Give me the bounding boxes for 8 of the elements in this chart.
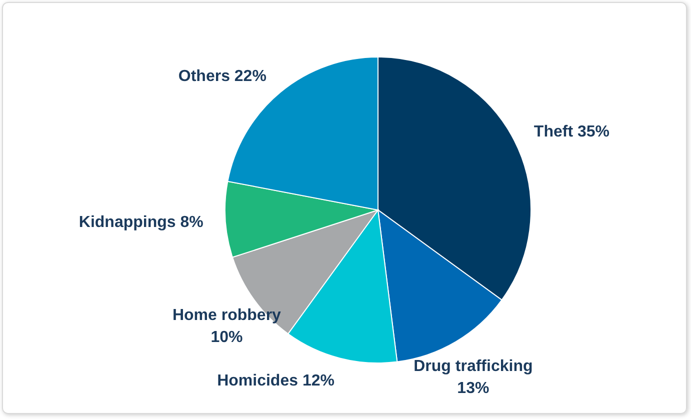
slice-label: Home robbery <box>172 306 282 324</box>
slice-label: Kidnappings 8% <box>78 214 204 231</box>
data-label: 13% <box>457 380 490 397</box>
slice-label: Drug trafficking <box>414 358 533 375</box>
slice-label: Theft 35% <box>534 124 610 141</box>
slice-label: Others 22% <box>178 68 266 86</box>
data-label: 10% <box>210 328 243 346</box>
slice-label: Homicides 12% <box>217 372 334 390</box>
